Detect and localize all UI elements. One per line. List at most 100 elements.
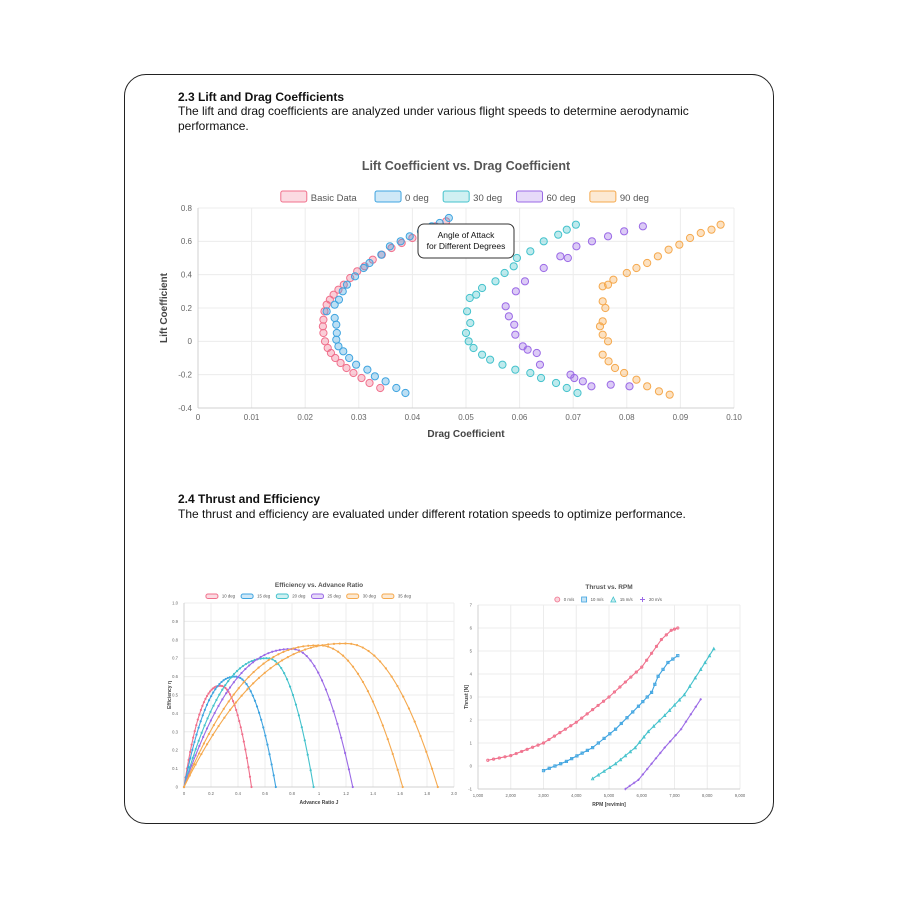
data-point: [202, 701, 206, 704]
data-point: [580, 751, 584, 755]
data-point: [500, 268, 509, 278]
data-point: [628, 749, 633, 754]
y-tick-label: 0.2: [181, 304, 193, 313]
section-heading-lift-drag: 2.3 Lift and Drag Coefficients: [178, 90, 345, 104]
y-tick-label: 0.9: [172, 619, 178, 624]
data-point: [514, 751, 518, 756]
data-point: [636, 704, 641, 708]
data-point: [345, 353, 354, 363]
data-point: [242, 740, 245, 743]
data-point: [671, 657, 675, 661]
data-point: [363, 365, 372, 374]
section-heading-thrust-efficiency: 2.4 Thrust and Efficiency: [178, 492, 321, 506]
data-point: [651, 724, 656, 728]
x-tick-label: 1.8: [424, 791, 430, 796]
data-point: [332, 320, 341, 329]
series-line: [487, 627, 678, 761]
data-point: [575, 754, 579, 758]
legend-swatch: [516, 190, 544, 203]
data-point: [224, 684, 227, 687]
data-point: [407, 707, 411, 710]
data-point: [530, 745, 535, 749]
data-point: [338, 642, 341, 645]
data-point: [323, 343, 332, 353]
data-point: [280, 666, 283, 670]
data-point: [298, 650, 301, 653]
data-point: [587, 237, 597, 246]
legend-label: 25 deg: [328, 594, 342, 599]
data-point: [413, 720, 416, 723]
x-tick-label: 2,000: [506, 793, 517, 798]
data-point: [351, 785, 354, 789]
data-point: [231, 700, 235, 703]
data-point: [563, 253, 572, 263]
data-point: [541, 768, 546, 773]
data-point: [350, 642, 353, 645]
section-text-lift-drag: The lift and drag coefficients are analy…: [178, 104, 689, 133]
data-point: [676, 626, 680, 630]
data-point: [707, 225, 716, 234]
data-point: [698, 667, 703, 671]
legend-swatch: [280, 190, 308, 203]
data-point: [619, 721, 623, 726]
data-point: [259, 657, 262, 660]
x-tick-label: 0.4: [235, 791, 241, 796]
data-point: [396, 768, 399, 772]
data-point: [302, 645, 305, 648]
data-point: [268, 753, 271, 756]
y-tick-label: 0.4: [181, 270, 193, 279]
data-point: [552, 734, 557, 738]
data-point: [205, 727, 209, 730]
data-point: [365, 258, 374, 268]
data-point: [464, 337, 473, 346]
data-point: [547, 766, 551, 770]
data-point: [210, 688, 213, 691]
data-point: [511, 330, 520, 339]
data-point: [278, 648, 281, 652]
data-point: [665, 390, 674, 399]
data-point: [292, 653, 295, 656]
data-point: [238, 719, 241, 723]
data-point: [580, 716, 584, 720]
data-point: [556, 252, 565, 261]
x-tick-label: 0.08: [619, 413, 635, 422]
data-point: [349, 368, 358, 378]
data-point: [646, 729, 651, 734]
data-point: [320, 337, 330, 346]
data-point: [662, 713, 667, 718]
data-point: [309, 646, 312, 649]
data-point: [236, 714, 239, 717]
data-point: [585, 748, 589, 752]
data-point: [226, 676, 229, 680]
data-point: [536, 373, 546, 383]
y-tick-label: 0.6: [181, 237, 193, 246]
x-tick-label: 0.02: [297, 413, 313, 422]
data-point: [216, 685, 219, 688]
data-point: [491, 277, 500, 286]
data-point: [642, 734, 646, 739]
data-point: [536, 743, 540, 747]
data-point: [221, 688, 224, 691]
data-point: [703, 660, 707, 665]
data-point: [212, 691, 215, 694]
data-point: [609, 275, 618, 284]
y-tick-label: 0.3: [172, 729, 178, 734]
legend-label: 60 deg: [547, 193, 576, 204]
data-point: [562, 225, 571, 234]
data-point: [674, 734, 677, 737]
data-point: [297, 714, 300, 717]
data-point: [241, 733, 244, 736]
data-point: [340, 736, 343, 739]
data-point: [602, 736, 606, 740]
data-point: [246, 688, 249, 691]
data-point: [637, 740, 642, 744]
data-point: [401, 785, 404, 789]
data-point: [201, 704, 204, 707]
data-point: [656, 674, 660, 678]
data-point: [214, 688, 217, 691]
data-point: [598, 317, 607, 326]
data-point: [638, 222, 647, 231]
x-tick-label: 0.8: [289, 791, 295, 796]
data-point: [236, 676, 239, 679]
annotation-text: Angle of Attack: [438, 230, 495, 240]
